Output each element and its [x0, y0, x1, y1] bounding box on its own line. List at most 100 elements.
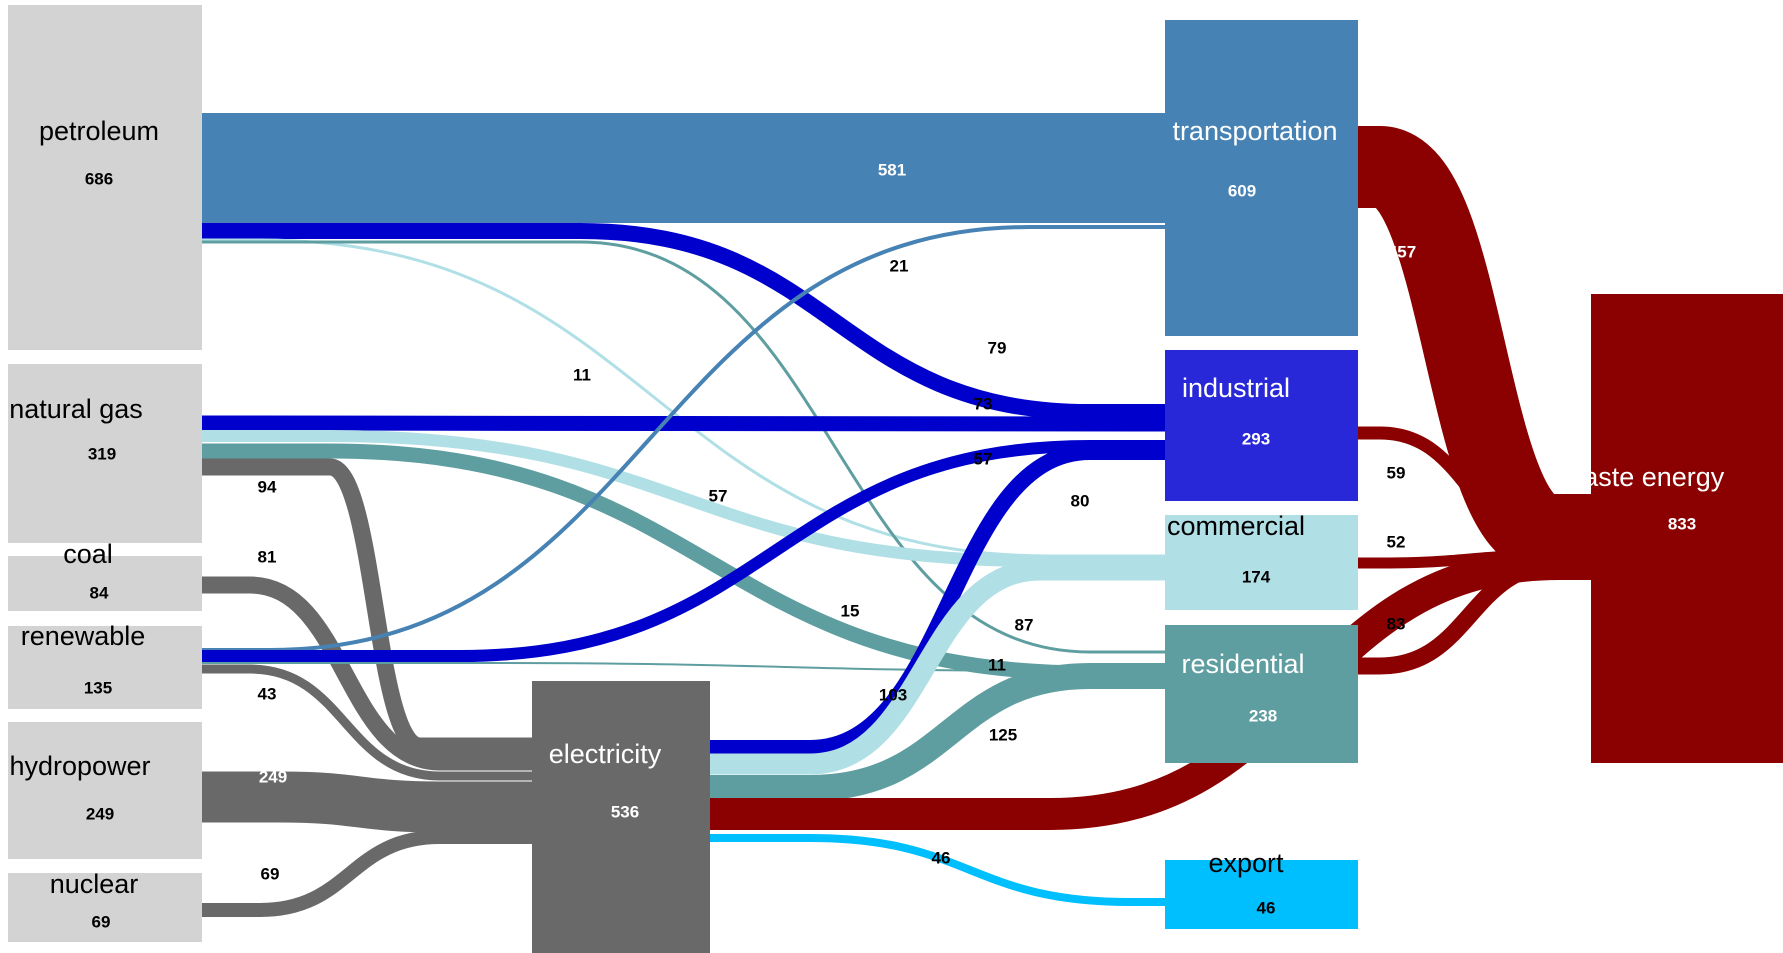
- flow-label-electricity-to-commercial: 103: [879, 685, 907, 704]
- flow-label-nuclear-to-electricity: 69: [261, 864, 280, 883]
- node-nuclear-box: [8, 873, 202, 942]
- node-renewable-value: 135: [84, 678, 112, 697]
- flow-electricity-to-commercial: [710, 559, 1165, 775]
- node-renewable-box: [8, 626, 202, 709]
- flow-renewable-to-electricity: [202, 664, 532, 781]
- node-transportation: transportation 609: [1165, 20, 1358, 336]
- flow-label-petroleum-to-industrial: 79: [988, 338, 1007, 357]
- node-coal-value: 84: [90, 583, 109, 602]
- node-transportation-box: [1165, 20, 1358, 336]
- node-electricity-box: [532, 681, 710, 953]
- flow-label-natural-gas-to-industrial: 73: [974, 394, 993, 413]
- node-hydropower: hydropower 249: [8, 722, 202, 859]
- node-industrial: industrial 293: [1165, 350, 1358, 501]
- node-coal: coal 84: [8, 539, 202, 611]
- flow-label-renewable-to-industrial: 57: [974, 449, 993, 468]
- flow-natural-gas-to-industrial: [201, 415, 1166, 432]
- flow-label-electricity-to-waste-energy: 182: [1334, 793, 1362, 812]
- flow-label-natural-gas-to-electricity: 94: [258, 477, 277, 496]
- node-hydropower-box: [8, 722, 202, 859]
- flow-renewable-to-transportation: [202, 225, 1165, 652]
- flow-natural-gas-to-commercial: [202, 430, 1165, 567]
- node-electricity-label: electricity: [549, 739, 662, 769]
- flow-commercial-to-waste-energy: [1358, 549, 1591, 569]
- nodes-layer: petroleum 686 natural gas 319 coal 84 renewabl…: [8, 5, 1783, 953]
- flow-label-transportation-to-waste-energy: 457: [1388, 242, 1416, 261]
- node-petroleum-value: 686: [85, 169, 113, 188]
- flow-label-residential-to-waste-energy: 83: [1387, 614, 1406, 633]
- flow-renewable-to-industrial: [202, 440, 1165, 662]
- node-residential-value: 238: [1249, 706, 1277, 725]
- node-petroleum: petroleum 686: [8, 5, 202, 350]
- flow-label-commercial-to-waste-energy: 52: [1387, 532, 1406, 551]
- flow-electricity-to-export: [710, 834, 1165, 906]
- node-industrial-label: industrial: [1182, 373, 1290, 403]
- flow-petroleum-to-industrial: [202, 223, 1165, 420]
- links-layer: [201, 113, 1591, 917]
- node-nuclear: nuclear 69: [8, 869, 202, 942]
- node-industrial-value: 293: [1242, 429, 1270, 448]
- node-hydropower-value: 249: [86, 804, 114, 823]
- flow-label-natural-gas-to-residential: 87: [1015, 615, 1034, 634]
- node-export-value: 46: [1257, 898, 1276, 917]
- flow-petroleum-to-commercial: [202, 238, 1165, 558]
- flow-label-petroleum-to-commercial: 11: [573, 365, 591, 384]
- node-natural-gas-label: natural gas: [9, 394, 143, 424]
- flow-label-coal-to-electricity: 81: [258, 547, 277, 566]
- flow-label-renewable-to-residential: 11: [988, 655, 1006, 674]
- flow-hydropower-to-electricity: [202, 771, 532, 833]
- node-waste-energy-label: waste energy: [1563, 462, 1725, 492]
- node-coal-label: coal: [63, 539, 113, 569]
- node-export-label: export: [1208, 848, 1284, 878]
- flow-residential-to-waste-energy: [1358, 555, 1591, 675]
- node-waste-energy: waste energy 833: [1563, 294, 1783, 763]
- node-nuclear-label: nuclear: [50, 869, 139, 899]
- flow-transportation-to-waste-energy: [1358, 126, 1591, 576]
- node-commercial-box: [1165, 515, 1358, 610]
- node-natural-gas-value: 319: [88, 444, 116, 463]
- node-petroleum-box: [8, 5, 202, 350]
- node-waste-energy-box: [1591, 294, 1783, 763]
- flow-industrial-to-waste-energy: [1358, 426, 1591, 554]
- node-industrial-box: [1165, 350, 1358, 501]
- node-residential-label: residential: [1181, 649, 1304, 679]
- flow-electricity-to-industrial: [710, 444, 1165, 756]
- node-commercial-label: commercial: [1167, 511, 1305, 541]
- flow-label-petroleum-to-residential: 15: [841, 601, 860, 620]
- flow-petroleum-to-residential: [202, 240, 1165, 654]
- node-renewable-label: renewable: [21, 621, 146, 651]
- flow-renewable-to-residential: [202, 662, 1165, 672]
- flow-label-petroleum-to-transportation: 581: [878, 160, 906, 179]
- node-renewable: renewable 135: [8, 621, 202, 709]
- node-export-box: [1165, 860, 1358, 929]
- flow-electricity-to-residential: [710, 663, 1165, 801]
- flow-label-industrial-to-waste-energy: 59: [1387, 463, 1406, 482]
- flow-label-natural-gas-to-commercial: 57: [709, 486, 728, 505]
- node-natural-gas: natural gas 319: [8, 364, 202, 543]
- node-hydropower-label: hydropower: [9, 751, 150, 781]
- flow-coal-to-electricity: [202, 576, 532, 771]
- node-transportation-value: 609: [1228, 181, 1256, 200]
- node-petroleum-label: petroleum: [39, 116, 159, 146]
- flow-label-hydropower-to-electricity: 249: [259, 767, 287, 786]
- node-commercial-value: 174: [1242, 567, 1271, 586]
- flow-label-electricity-to-export: 46: [932, 848, 951, 867]
- flow-label-electricity-to-residential: 125: [989, 725, 1017, 744]
- node-export: export 46: [1165, 848, 1358, 929]
- flow-label-renewable-to-electricity: 43: [258, 684, 277, 703]
- node-residential: residential 238: [1165, 625, 1358, 763]
- node-electricity-value: 536: [611, 802, 639, 821]
- node-waste-energy-value: 833: [1668, 514, 1696, 533]
- node-coal-box: [8, 556, 202, 611]
- node-electricity: electricity 536: [532, 681, 710, 953]
- flow-label-electricity-to-industrial: 80: [1071, 491, 1090, 510]
- flow-label-renewable-to-transportation: 21: [890, 256, 909, 275]
- flow-nuclear-to-electricity: [202, 830, 532, 917]
- node-commercial: commercial 174: [1165, 511, 1358, 610]
- flow-natural-gas-to-residential: [202, 443, 1165, 681]
- node-nuclear-value: 69: [92, 912, 111, 931]
- flow-natural-gas-to-electricity: [202, 458, 532, 755]
- labels-layer: 581 79 11 15 73 57 87 94 81 21 57 11 43 249 69 80 103 125…: [258, 160, 1417, 883]
- node-natural-gas-box: [8, 364, 202, 543]
